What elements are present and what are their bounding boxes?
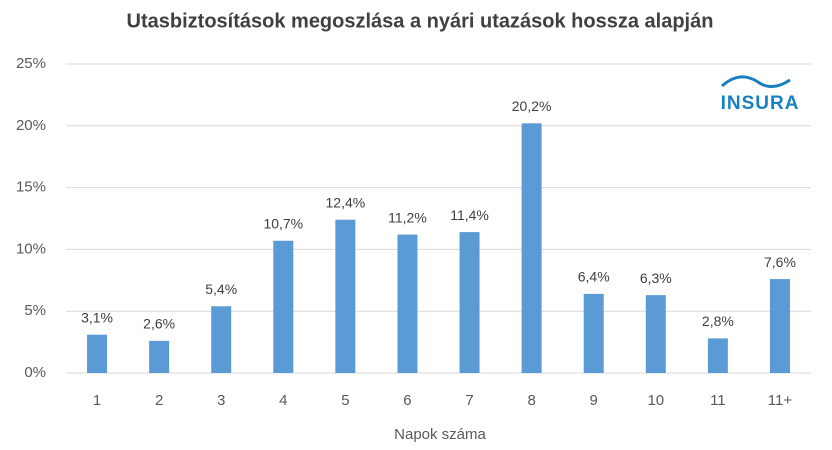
y-tick-label: 10% [16,240,46,257]
x-tick-label: 8 [527,392,535,409]
x-tick-label: 7 [465,392,473,409]
value-label: 2,8% [702,313,734,329]
x-tick-label: 3 [217,392,225,409]
x-tick-label: 2 [155,392,163,409]
x-tick-label: 1 [93,392,101,409]
y-tick-label: 5% [24,302,46,319]
value-label: 12,4% [326,194,366,210]
x-tick-label: 9 [590,392,598,409]
bar [769,279,790,373]
y-tick-label: 20% [16,117,46,134]
bar [211,306,232,373]
bar [583,293,604,373]
bar [521,123,542,373]
bar [87,334,108,373]
bar [645,295,666,373]
x-axis-label: Napok száma [394,426,486,443]
y-tick-label: 15% [16,179,46,196]
value-label: 11,4% [450,207,489,223]
chart-title: Utasbiztosítások megoszlása a nyári utaz… [127,10,714,32]
value-label: 6,4% [578,269,610,285]
value-label: 5,4% [205,281,237,297]
x-tick-label: 11 [710,392,726,409]
value-label: 6,3% [640,270,672,286]
x-tick-label: 10 [647,392,664,409]
y-tick-label: 25% [16,55,46,72]
x-tick-label: 5 [341,392,349,409]
value-label: 3,1% [81,309,113,325]
value-label: 10,7% [263,215,303,231]
logo-wave [721,75,791,88]
y-tick-label: 0% [24,364,46,381]
bar [335,219,356,373]
x-tick-label: 6 [403,392,411,409]
x-tick-label: 4 [279,392,287,409]
x-tick-label: 11+ [768,392,793,409]
value-label: 2,6% [143,316,175,332]
bar [273,240,294,373]
value-label: 7,6% [764,254,796,270]
bar [459,232,480,373]
bar [397,234,418,373]
logo: INSURA [721,93,800,114]
value-label: 20,2% [512,98,552,114]
value-label: 11,2% [388,209,427,225]
bar [707,338,728,373]
bar [149,340,170,373]
